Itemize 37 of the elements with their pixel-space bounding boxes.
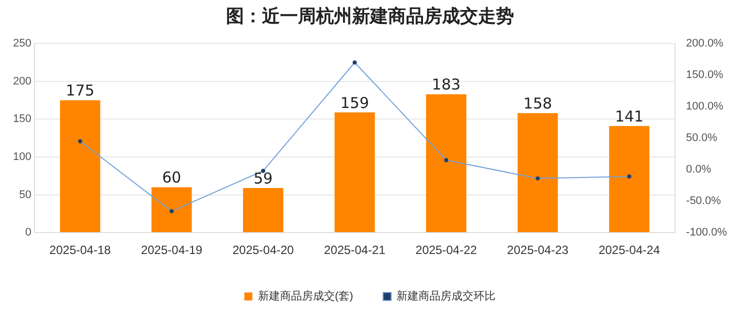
x-tick-label: 2025-04-21 [324, 243, 386, 258]
bar [334, 112, 375, 232]
y-tick-label: 50 [19, 188, 32, 201]
y2-tick-label: -50.0% [686, 195, 722, 208]
y2-tick-label: 0.0% [686, 164, 712, 176]
y-tick-label: 0 [25, 226, 32, 239]
bar [152, 187, 192, 232]
x-tick-label: 2025-04-19 [140, 243, 203, 258]
data-label: 175 [66, 82, 94, 100]
data-label: 60 [162, 168, 182, 187]
x-tick-label: 2025-04-23 [507, 243, 569, 258]
data-label: 141 [614, 107, 644, 126]
data-label: 183 [432, 76, 461, 94]
y2-tick-label: -100.0% [686, 226, 728, 239]
bar [243, 188, 284, 232]
x-tick-label: 2025-04-22 [416, 243, 478, 258]
x-tick-label: 2025-04-18 [49, 243, 112, 258]
y-tick-label: 150 [12, 113, 32, 126]
y-tick-label: 200 [12, 75, 32, 88]
bar [518, 113, 558, 232]
x-tick-label: 2025-04-24 [598, 243, 660, 258]
legend-label: 新建商品房成交(套) [258, 290, 354, 303]
data-label: 59 [254, 169, 273, 188]
bar [60, 100, 100, 232]
y2-tick-label: 150.0% [686, 69, 724, 82]
y-tick-label: 250 [12, 38, 32, 50]
legend-label: 新建商品房成交环比 [396, 290, 496, 303]
y2-tick-label: 50.0% [686, 132, 718, 144]
x-tick-label: 2025-04-20 [232, 243, 294, 258]
bar [609, 126, 650, 232]
data-label: 159 [340, 94, 370, 112]
data-label: 158 [523, 94, 552, 113]
chart-title: 图：近一周杭州新建商品房成交走势 [225, 5, 515, 29]
y-tick-label: 100 [12, 151, 32, 164]
y2-tick-label: 100.0% [686, 100, 724, 113]
bar [426, 94, 466, 232]
y2-tick-label: 200.0% [686, 38, 724, 50]
